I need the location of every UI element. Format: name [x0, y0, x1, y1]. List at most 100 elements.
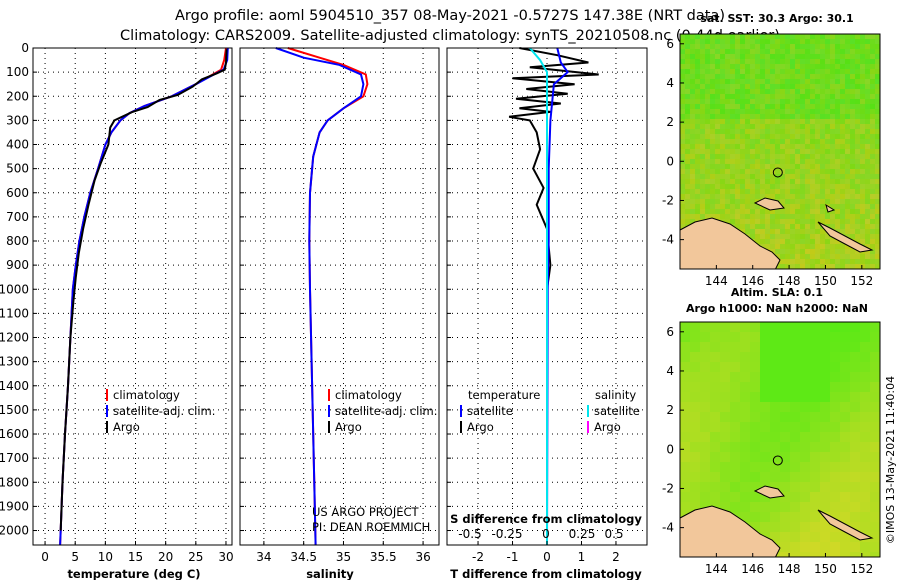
map-cell	[770, 522, 780, 532]
map-cell	[715, 39, 720, 44]
map-cell	[835, 259, 840, 264]
map-cell	[765, 109, 770, 114]
map-cell	[850, 124, 855, 129]
map-cell	[790, 219, 795, 224]
map-cell	[875, 209, 880, 214]
map-cell	[780, 372, 790, 382]
map-cell	[680, 154, 685, 159]
map-cell	[815, 264, 820, 269]
map-cell	[740, 422, 750, 432]
map-cell	[825, 184, 830, 189]
temperature-xlabel: temperature (deg C)	[67, 567, 200, 580]
map-cell	[820, 422, 830, 432]
map-cell	[830, 129, 835, 134]
map-cell	[765, 104, 770, 109]
map-cell	[760, 372, 770, 382]
map-cell	[725, 179, 730, 184]
map-cell	[875, 189, 880, 194]
map-cell	[805, 219, 810, 224]
map-cell	[825, 254, 830, 259]
map-cell	[730, 144, 735, 149]
map-cell	[705, 194, 710, 199]
map-cell	[785, 224, 790, 229]
map-cell	[780, 59, 785, 64]
map-cell	[760, 422, 770, 432]
map-cell	[810, 422, 820, 432]
map-cell	[685, 159, 690, 164]
map-cell	[770, 59, 775, 64]
map-cell	[720, 124, 725, 129]
map-cell	[770, 174, 775, 179]
map-cell	[820, 214, 825, 219]
map-cell	[835, 249, 840, 254]
map-cell	[860, 522, 870, 532]
map-cell	[760, 342, 770, 352]
map-cell	[810, 392, 820, 402]
map-cell	[750, 204, 755, 209]
map-cell	[845, 99, 850, 104]
map-cell	[845, 249, 850, 254]
map-cell	[705, 54, 710, 59]
map-cell	[840, 244, 845, 249]
map-cell	[790, 44, 795, 49]
map-cell	[830, 179, 835, 184]
map-cell	[755, 104, 760, 109]
map-cell	[710, 89, 715, 94]
map-cell	[810, 209, 815, 214]
map-cell	[800, 452, 810, 462]
map-cell	[750, 512, 760, 522]
map-cell	[860, 432, 870, 442]
map-cell	[825, 109, 830, 114]
map-cell	[715, 169, 720, 174]
map-cell	[730, 442, 740, 452]
map-cell	[780, 392, 790, 402]
map-cell	[755, 144, 760, 149]
map-cell	[850, 402, 860, 412]
map-cell	[805, 59, 810, 64]
map-cell	[800, 214, 805, 219]
map-cell	[870, 352, 880, 362]
map-cell	[810, 144, 815, 149]
map-cell	[820, 159, 825, 164]
map-cell	[730, 214, 735, 219]
map-cell	[720, 54, 725, 59]
map-cell	[765, 234, 770, 239]
map-cell	[845, 184, 850, 189]
map-cell	[770, 244, 775, 249]
map-cell	[735, 164, 740, 169]
map-cell	[870, 199, 875, 204]
map-cell	[735, 174, 740, 179]
map-cell	[770, 99, 775, 104]
map-cell	[740, 59, 745, 64]
map-cell	[790, 189, 795, 194]
map-cell	[715, 209, 720, 214]
map-cell	[715, 44, 720, 49]
map-cell	[690, 184, 695, 189]
map-cell	[790, 382, 800, 392]
map-cell	[695, 79, 700, 84]
map-cell	[830, 462, 840, 472]
map-cell	[780, 229, 785, 234]
map-cell	[705, 44, 710, 49]
map-cell	[810, 214, 815, 219]
map-cell	[700, 402, 710, 412]
map-cell	[720, 69, 725, 74]
map-cell	[850, 219, 855, 224]
x-tick-label: 34	[256, 550, 271, 564]
map-cell	[780, 179, 785, 184]
map-cell	[870, 532, 880, 542]
map-cell	[760, 99, 765, 104]
map-cell	[815, 214, 820, 219]
map-cell	[765, 134, 770, 139]
map-cell	[855, 84, 860, 89]
map-cell	[805, 69, 810, 74]
map-cell	[770, 144, 775, 149]
map-cell	[855, 114, 860, 119]
map-cell	[815, 69, 820, 74]
title-line-1: Argo profile: aoml 5904510_357 08-May-20…	[175, 8, 725, 24]
map-cell	[705, 189, 710, 194]
map-cell	[845, 174, 850, 179]
map-cell	[865, 64, 870, 69]
map-cell	[735, 169, 740, 174]
map-cell	[815, 169, 820, 174]
